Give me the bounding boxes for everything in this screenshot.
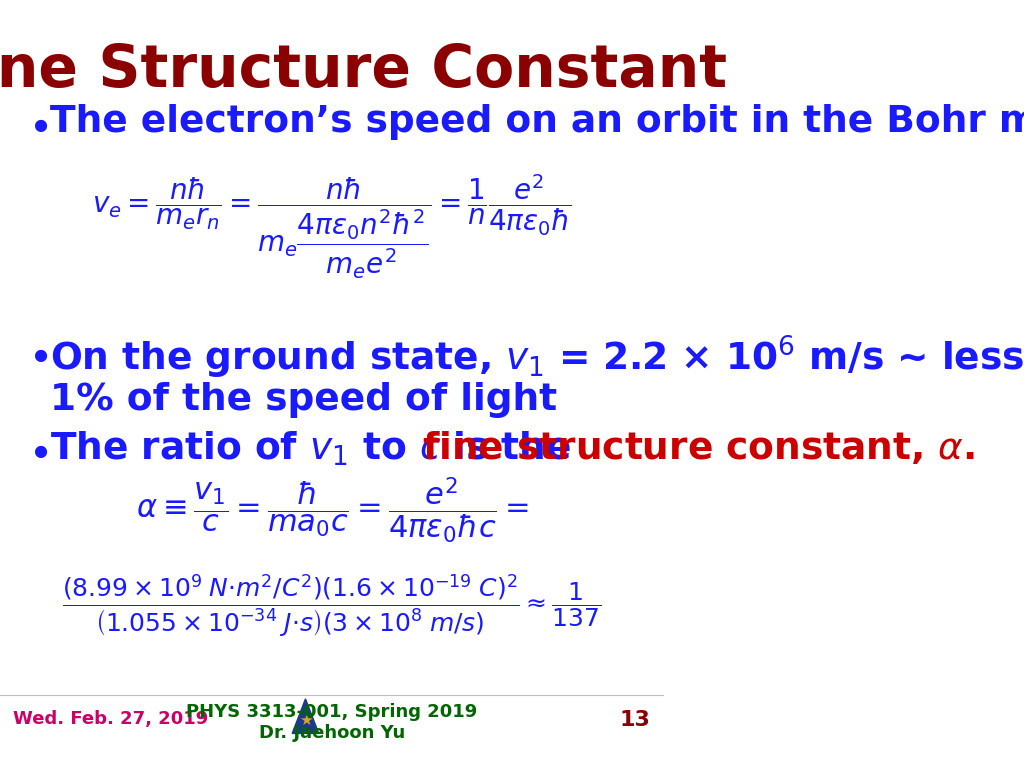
Text: Dr. Jaehoon Yu: Dr. Jaehoon Yu bbox=[259, 724, 406, 742]
Text: Fine Structure Constant: Fine Structure Constant bbox=[0, 42, 727, 99]
Polygon shape bbox=[292, 699, 318, 733]
Text: 1% of the speed of light: 1% of the speed of light bbox=[50, 382, 557, 418]
Text: 13: 13 bbox=[620, 710, 651, 730]
Text: $\bullet$: $\bullet$ bbox=[27, 104, 48, 146]
Text: On the ground state, $v_1$ = 2.2 × 10$^6$ m/s ~ less than: On the ground state, $v_1$ = 2.2 × 10$^6… bbox=[50, 334, 1024, 381]
Text: $\dfrac{\left(8.99\times10^9\; N{\cdot}m^2/C^2\right)\left(1.6\times10^{-19}\; C: $\dfrac{\left(8.99\times10^9\; N{\cdot}m… bbox=[62, 572, 602, 638]
Text: PHYS 3313-001, Spring 2019: PHYS 3313-001, Spring 2019 bbox=[186, 703, 477, 720]
Text: $\bullet$: $\bullet$ bbox=[27, 334, 48, 376]
Text: The ratio of $v_1$ to $c$ is the: The ratio of $v_1$ to $c$ is the bbox=[50, 430, 572, 468]
Text: ★: ★ bbox=[299, 713, 312, 728]
Text: $\bullet$: $\bullet$ bbox=[27, 430, 48, 472]
Text: $\alpha \equiv \dfrac{v_1}{c} = \dfrac{\hbar}{ma_0 c} = \dfrac{e^2}{4\pi\varepsi: $\alpha \equiv \dfrac{v_1}{c} = \dfrac{\… bbox=[135, 476, 528, 546]
Text: Wed. Feb. 27, 2019: Wed. Feb. 27, 2019 bbox=[13, 710, 209, 728]
Text: $v_e = \dfrac{n\hbar}{m_e r_n} = \dfrac{n\hbar}{m_e \dfrac{4\pi\varepsilon_0 n^2: $v_e = \dfrac{n\hbar}{m_e r_n} = \dfrac{… bbox=[92, 173, 572, 281]
Text: fine structure constant, $\alpha$.: fine structure constant, $\alpha$. bbox=[422, 430, 976, 467]
Text: The electron’s speed on an orbit in the Bohr model:: The electron’s speed on an orbit in the … bbox=[50, 104, 1024, 140]
